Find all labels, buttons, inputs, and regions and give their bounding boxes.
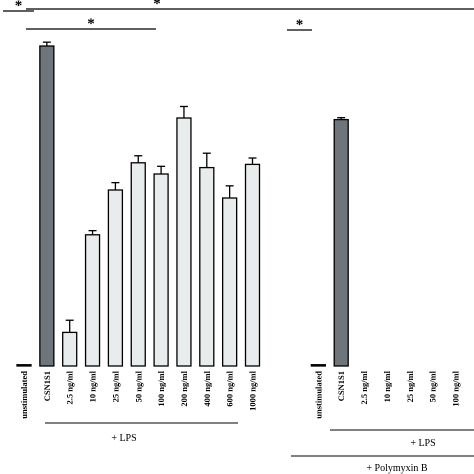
tick-label: 25 ng/ml bbox=[110, 370, 120, 402]
bar bbox=[199, 166, 215, 367]
tick-label: 100 ng/ml bbox=[156, 370, 166, 406]
significance-layer: * * * * bbox=[3, 0, 474, 33]
bar bbox=[221, 197, 238, 367]
bar bbox=[39, 45, 55, 367]
tick-label: 50 ng/ml bbox=[428, 370, 438, 402]
error-bar bbox=[225, 185, 234, 198]
error-bar bbox=[179, 105, 188, 118]
error-bar bbox=[65, 319, 74, 333]
tick-label: unstimulated bbox=[19, 371, 29, 419]
tick-label: 50 ng/ml bbox=[133, 370, 143, 402]
significance-star: * bbox=[15, 0, 23, 14]
bar bbox=[84, 234, 101, 367]
error-bar bbox=[337, 117, 346, 120]
tick-label: 25 ng/ml bbox=[405, 370, 415, 402]
bar bbox=[16, 364, 32, 367]
error-bar bbox=[202, 152, 211, 168]
group-label: + LPS bbox=[111, 433, 136, 444]
tick-label: 400 ng/ml bbox=[202, 370, 212, 406]
bar bbox=[244, 163, 261, 367]
significance-star: * bbox=[153, 0, 161, 12]
group-label: + Polymyxin B bbox=[366, 463, 428, 474]
bar bbox=[310, 364, 327, 367]
bar bbox=[107, 189, 124, 367]
tick-label: 200 ng/ml bbox=[179, 370, 189, 406]
tick-label: 100 ng/ml bbox=[450, 370, 460, 406]
tick-label: CSN1S1 bbox=[336, 371, 346, 401]
bar bbox=[62, 331, 78, 367]
tick-label: 10 ng/ml bbox=[382, 370, 392, 402]
bar bbox=[153, 173, 169, 367]
error-bar bbox=[248, 157, 257, 165]
tick-label: 10 ng/ml bbox=[88, 370, 98, 402]
tick-label: 600 ng/ml bbox=[225, 370, 235, 406]
error-bar bbox=[111, 181, 120, 190]
tick-label: 2.5 ng/ml bbox=[359, 370, 369, 404]
bar bbox=[130, 162, 146, 367]
error-bar bbox=[42, 41, 51, 46]
tick-label: unstimulated bbox=[313, 371, 323, 419]
tick-labels-layer: unstimulated CSN1S1 2.5 ng/ml 10 ng/ml 25 ng… bbox=[19, 370, 474, 418]
bar bbox=[333, 118, 349, 367]
significance-star: * bbox=[87, 16, 95, 32]
bar bbox=[176, 117, 192, 367]
significance-star: * bbox=[296, 17, 304, 33]
group-labels-layer: + LPS + LPS + Polymyxin B bbox=[45, 422, 474, 474]
error-bar bbox=[88, 229, 97, 235]
group-label: + LPS bbox=[410, 438, 435, 449]
tick-label: 2.5 ng/ml bbox=[65, 370, 75, 404]
tick-label: 1000 ng/ml bbox=[248, 370, 258, 411]
tick-label: CSN1S1 bbox=[42, 371, 52, 401]
error-bar bbox=[157, 165, 166, 174]
bars-layer bbox=[16, 41, 349, 367]
error-bar bbox=[134, 155, 143, 163]
